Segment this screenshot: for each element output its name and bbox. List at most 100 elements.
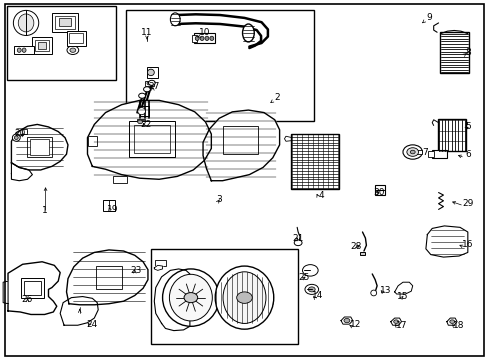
Text: 22: 22 xyxy=(140,120,151,129)
FancyBboxPatch shape xyxy=(30,139,49,155)
Ellipse shape xyxy=(402,145,422,159)
FancyBboxPatch shape xyxy=(359,252,365,255)
Polygon shape xyxy=(154,265,162,270)
Text: 28: 28 xyxy=(349,242,361,251)
Ellipse shape xyxy=(22,48,26,52)
FancyBboxPatch shape xyxy=(20,278,44,298)
Ellipse shape xyxy=(147,81,152,85)
Ellipse shape xyxy=(209,36,213,41)
Text: 1: 1 xyxy=(41,206,47,215)
FancyBboxPatch shape xyxy=(102,201,115,211)
FancyBboxPatch shape xyxy=(21,130,26,134)
Ellipse shape xyxy=(236,292,252,303)
Text: 19: 19 xyxy=(107,205,119,214)
Ellipse shape xyxy=(138,120,142,124)
Polygon shape xyxy=(8,262,60,315)
FancyBboxPatch shape xyxy=(27,136,52,157)
Text: 15: 15 xyxy=(396,292,408,301)
FancyBboxPatch shape xyxy=(59,18,71,26)
FancyBboxPatch shape xyxy=(291,134,338,189)
Text: 29: 29 xyxy=(461,199,472,208)
Ellipse shape xyxy=(242,24,254,42)
Text: 18: 18 xyxy=(452,321,464,330)
Text: 20: 20 xyxy=(15,129,26,138)
FancyBboxPatch shape xyxy=(88,135,97,145)
Ellipse shape xyxy=(147,69,154,76)
Text: 12: 12 xyxy=(349,320,361,329)
FancyBboxPatch shape xyxy=(52,13,78,32)
FancyBboxPatch shape xyxy=(38,42,46,49)
Ellipse shape xyxy=(139,93,145,98)
FancyBboxPatch shape xyxy=(14,46,34,54)
Ellipse shape xyxy=(143,87,150,92)
Ellipse shape xyxy=(204,36,208,41)
FancyBboxPatch shape xyxy=(145,81,154,86)
FancyBboxPatch shape xyxy=(69,33,83,43)
Ellipse shape xyxy=(13,10,39,36)
Text: 9: 9 xyxy=(425,13,431,22)
FancyBboxPatch shape xyxy=(137,119,145,123)
FancyBboxPatch shape xyxy=(155,260,165,266)
Text: 6: 6 xyxy=(464,150,470,159)
FancyBboxPatch shape xyxy=(133,125,170,153)
FancyBboxPatch shape xyxy=(437,119,465,151)
Ellipse shape xyxy=(343,319,349,323)
Ellipse shape xyxy=(12,134,20,141)
Text: 16: 16 xyxy=(461,240,472,249)
FancyBboxPatch shape xyxy=(140,106,149,116)
Ellipse shape xyxy=(302,265,318,276)
Polygon shape xyxy=(66,250,148,305)
FancyBboxPatch shape xyxy=(194,33,214,43)
Text: 8: 8 xyxy=(464,48,470,57)
Text: 25: 25 xyxy=(298,273,309,282)
Text: 11: 11 xyxy=(141,28,152,37)
Text: 23: 23 xyxy=(130,266,142,275)
Ellipse shape xyxy=(308,287,315,292)
Ellipse shape xyxy=(449,320,454,323)
Text: 26: 26 xyxy=(22,294,33,303)
Ellipse shape xyxy=(18,14,34,32)
Polygon shape xyxy=(87,100,211,179)
Polygon shape xyxy=(340,317,352,324)
FancyBboxPatch shape xyxy=(427,151,433,157)
FancyBboxPatch shape xyxy=(223,126,258,154)
FancyBboxPatch shape xyxy=(415,150,422,154)
Ellipse shape xyxy=(215,266,273,329)
Polygon shape xyxy=(425,226,467,257)
Polygon shape xyxy=(154,269,189,330)
Ellipse shape xyxy=(169,274,212,321)
Polygon shape xyxy=(394,282,412,294)
Ellipse shape xyxy=(294,240,302,246)
FancyBboxPatch shape xyxy=(128,121,175,157)
Polygon shape xyxy=(60,297,98,325)
Text: 24: 24 xyxy=(86,320,98,329)
Ellipse shape xyxy=(393,320,398,323)
Polygon shape xyxy=(3,281,8,304)
Text: 10: 10 xyxy=(198,28,210,37)
Ellipse shape xyxy=(138,108,145,115)
FancyBboxPatch shape xyxy=(374,185,384,195)
Ellipse shape xyxy=(148,80,155,85)
Ellipse shape xyxy=(17,48,21,52)
Ellipse shape xyxy=(170,13,180,26)
Ellipse shape xyxy=(223,272,265,323)
Ellipse shape xyxy=(409,150,414,154)
FancyBboxPatch shape xyxy=(113,176,127,183)
FancyBboxPatch shape xyxy=(32,37,52,54)
Text: 27: 27 xyxy=(148,82,160,91)
Ellipse shape xyxy=(67,46,79,54)
Bar xyxy=(126,10,314,121)
Bar xyxy=(6,6,116,80)
Text: 7: 7 xyxy=(421,148,427,157)
Polygon shape xyxy=(390,318,401,325)
Ellipse shape xyxy=(406,148,418,156)
Ellipse shape xyxy=(195,36,199,41)
Polygon shape xyxy=(446,318,456,325)
Text: 14: 14 xyxy=(311,291,323,300)
Ellipse shape xyxy=(200,36,203,41)
Ellipse shape xyxy=(183,293,197,303)
Polygon shape xyxy=(203,110,279,181)
Ellipse shape xyxy=(305,284,318,294)
Ellipse shape xyxy=(370,290,376,296)
Text: 5: 5 xyxy=(464,122,470,131)
